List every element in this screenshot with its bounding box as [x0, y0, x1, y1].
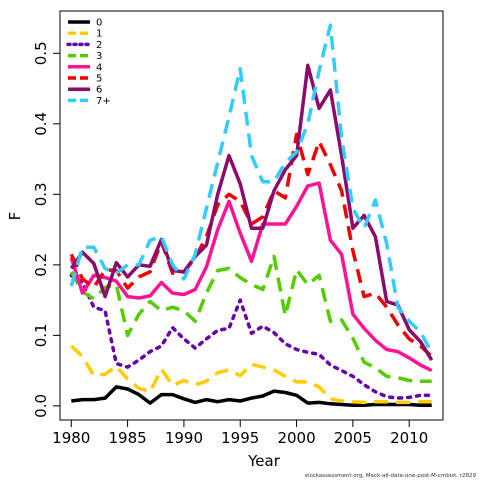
series-line-1 [70, 344, 432, 405]
series-line-0 [71, 385, 432, 407]
series-line-2 [69, 273, 434, 400]
legend-label-0: 0 [96, 18, 102, 29]
legend-label-1: 1 [96, 29, 102, 40]
axes: 1980 1985 1990 1995 2000 2005 2010 0.0 0.1 0.2 0.3… [32, 10, 444, 447]
legend-label-7plus: 7+ [96, 96, 111, 107]
x-tick-label: 1995 [221, 429, 259, 447]
x-tick-label: 1980 [52, 429, 90, 447]
plot-frame [59, 10, 444, 421]
y-axis-title: F [6, 212, 24, 221]
x-tick-label: 2000 [277, 429, 315, 447]
x-tick-label: 2005 [334, 429, 372, 447]
series-line-5 [69, 132, 433, 358]
credit-text: stockassessment.org, Mack-all-data-one-p… [304, 473, 476, 479]
legend-label-3: 3 [96, 51, 102, 62]
plot-area [69, 23, 434, 407]
y-tick-label: 0.0 [32, 394, 50, 418]
legend-label-2: 2 [96, 40, 102, 51]
x-axis-title: Year [247, 452, 281, 470]
y-tick-label: 0.5 [32, 41, 50, 65]
x-tick-label: 2010 [390, 429, 428, 447]
x-tick-label: 1990 [165, 429, 203, 447]
series-line-3 [69, 254, 432, 383]
series-line-4 [69, 181, 433, 373]
series-line-7plus [69, 23, 434, 354]
series-line-6 [69, 63, 434, 362]
y-tick-label: 0.1 [32, 323, 50, 347]
x-tick-label: 1985 [108, 429, 146, 447]
y-tick-label: 0.3 [32, 182, 50, 206]
y-tick-label: 0.2 [32, 253, 50, 277]
legend-label-5: 5 [96, 74, 102, 85]
legend-label-4: 4 [96, 62, 102, 73]
y-tick-label: 0.4 [32, 112, 50, 136]
legend-label-6: 6 [96, 85, 102, 96]
